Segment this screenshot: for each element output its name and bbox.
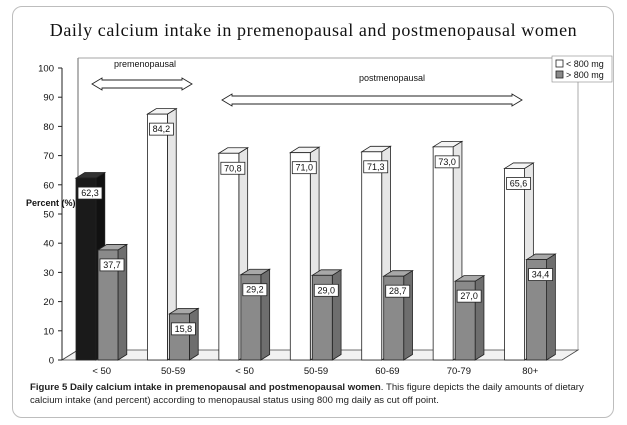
- data-label-box: [506, 177, 531, 190]
- bar-side-face: [260, 268, 271, 361]
- data-label-box: [171, 322, 196, 336]
- data-label-box: [242, 283, 268, 297]
- data-label: 70,8: [224, 163, 242, 173]
- y-tick-label: 10: [43, 326, 54, 337]
- bar: [97, 249, 119, 361]
- data-label: 29,0: [318, 285, 336, 295]
- data-label-box: [363, 160, 389, 174]
- data-label-box: [220, 161, 246, 175]
- bar: [526, 259, 547, 361]
- y-tick-label: 90: [43, 93, 54, 104]
- y-tick-label: 100: [38, 64, 54, 75]
- bar: [218, 152, 240, 361]
- y-tick-label: 70: [43, 151, 54, 162]
- data-label: 15,8: [175, 324, 193, 334]
- y-tick-label: 40: [43, 239, 54, 250]
- postmenopausal-arrow: [221, 93, 523, 107]
- data-label: 27,0: [460, 291, 478, 301]
- data-label: 28,7: [389, 286, 407, 296]
- data-label-box: [99, 258, 125, 272]
- legend-label-low: < 800 mg: [566, 59, 604, 69]
- data-label: 34,4: [532, 270, 550, 280]
- x-tick-label: 60-69: [375, 366, 399, 377]
- data-label: 73,0: [438, 157, 456, 167]
- premenopausal-label: premenopausal: [114, 59, 176, 69]
- data-label: 29,2: [246, 285, 264, 295]
- y-axis-label: Percent (%): [26, 198, 76, 208]
- y-tick-label: 80: [43, 122, 54, 133]
- data-label-box: [291, 161, 317, 175]
- bar: [289, 152, 311, 361]
- data-label-box: [434, 155, 460, 169]
- bar-side-face: [474, 274, 485, 361]
- bar: [361, 151, 383, 361]
- bar-side-face: [403, 269, 413, 361]
- y-tick-label: 20: [43, 297, 54, 308]
- premenopausal-arrow: [91, 77, 193, 91]
- data-label-box: [456, 289, 482, 303]
- data-label: 71,3: [367, 162, 385, 172]
- legend-label-high: > 800 mg: [566, 70, 604, 80]
- y-tick-label: 30: [43, 268, 54, 279]
- data-label-box: [385, 284, 411, 298]
- data-label: 62,3: [81, 188, 99, 198]
- data-label-box: [77, 186, 103, 200]
- data-label: 71,0: [296, 163, 314, 173]
- caption-label: Figure 5 Daily calcium intake in premeno…: [30, 382, 381, 393]
- x-tick-label: 50-59: [161, 366, 185, 377]
- caption-text: . This figure depicts the daily amounts …: [30, 382, 584, 406]
- bar-side-face: [331, 269, 342, 361]
- back-wall-edge: [61, 58, 79, 361]
- figure-caption: Figure 5 Daily calcium intake in premeno…: [30, 381, 602, 407]
- legend-swatch-high: [555, 70, 564, 79]
- bar: [504, 168, 525, 361]
- y-tick-label: 50: [43, 210, 54, 221]
- data-label-box: [313, 283, 339, 297]
- data-label-box: [528, 268, 553, 281]
- data-label-box: [149, 122, 174, 136]
- data-label: 37,7: [103, 260, 121, 270]
- x-tick-label: 50-59: [304, 366, 328, 377]
- chart-title: Daily calcium intake in premenopausal an…: [49, 20, 578, 40]
- y-tick-label: 0: [49, 356, 54, 367]
- bar: [75, 177, 97, 361]
- bar: [169, 313, 190, 361]
- x-tick-label: 80+: [522, 366, 539, 377]
- data-label: 84,2: [153, 124, 171, 134]
- y-tick-label: 60: [43, 180, 54, 191]
- x-tick-label: < 50: [235, 366, 254, 377]
- data-label: 65,6: [510, 178, 528, 188]
- bar: [147, 113, 168, 361]
- x-tick-label: < 50: [92, 366, 111, 377]
- postmenopausal-label: postmenopausal: [359, 73, 425, 83]
- x-tick-label: 70-79: [447, 366, 471, 377]
- legend-swatch-low: [555, 59, 564, 68]
- bar: [432, 146, 454, 361]
